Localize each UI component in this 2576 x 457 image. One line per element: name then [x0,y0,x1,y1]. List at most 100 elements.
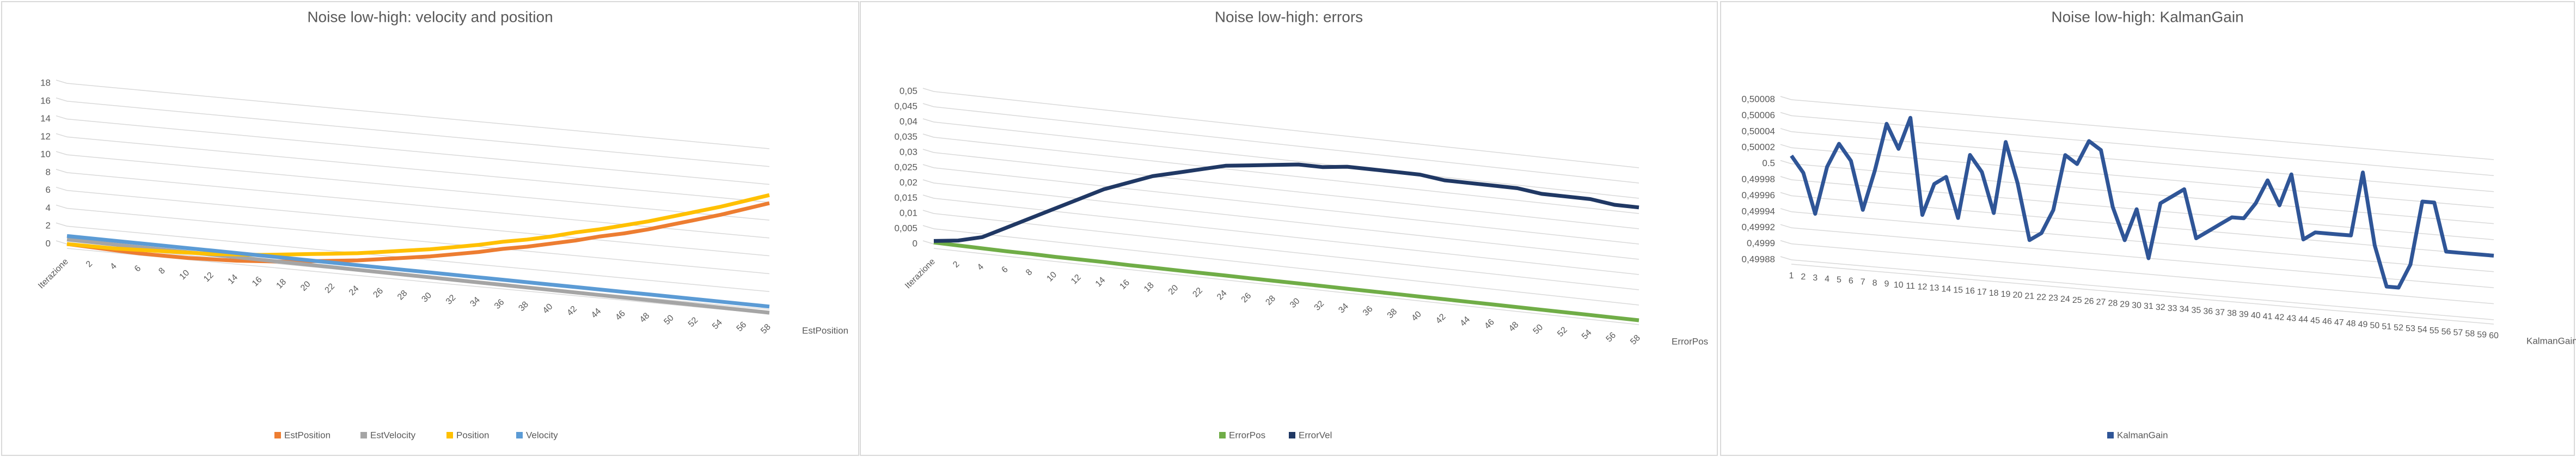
y-tick-label: 0.5 [1762,158,1775,168]
series-line [933,162,1639,243]
grid-line [66,118,770,185]
grid-line [922,210,934,214]
grid-line [56,204,68,209]
x-tick-label: 24 [2060,295,2070,304]
grid-line [66,208,770,275]
grid-line [922,118,934,123]
y-tick-label: 0,49988 [1742,254,1775,264]
x-tick-label: 41 [2263,312,2273,321]
x-tick-label: 39 [2239,310,2249,319]
x-tick-label: 21 [2024,292,2034,301]
x-tick-label: 7 [1861,277,1865,287]
grid-line [922,88,934,92]
grid-line [1780,128,1792,132]
grid-line [933,106,1639,184]
grid-line [1791,99,2494,160]
x-tick-label: 18 [1989,289,1999,298]
legend-label: KalmanGain [2117,430,2168,440]
series-line [66,201,770,264]
grid-line [1780,144,1792,148]
legend-swatch [1219,432,1226,438]
y-tick-label: 0,025 [894,162,917,172]
grid-line [922,225,934,229]
grid-line [1791,227,2494,288]
grid-line [1780,112,1792,117]
y-tick-label: 16 [40,95,51,106]
x-tick-label: 58 [2465,329,2475,338]
x-tick-label: 47 [2334,318,2344,327]
y-tick-label: 14 [40,113,51,124]
grid-line [56,186,68,191]
x-tick-label: 32 [2156,303,2165,312]
grid-line [922,133,934,138]
y-tick-label: 0,49996 [1742,190,1775,200]
grid-line [56,80,68,84]
y-tick-label: 0,4999 [1747,238,1775,248]
x-tick-label: 12 [1918,283,1928,292]
y-tick-label: 8 [46,167,51,177]
grid-line [1791,179,2494,240]
panel-border [860,1,1718,456]
y-tick-label: 12 [40,131,51,142]
grid-line [1791,259,2494,320]
x-tick-label: 6 [1849,277,1853,286]
grid-line [66,83,770,149]
x-tick-label: 53 [2406,324,2415,333]
grid-line [56,98,68,102]
panel-border [1720,1,2575,456]
y-tick-label: 6 [46,185,51,195]
x-tick-label: 1 [1789,271,1794,281]
grid-line [66,154,770,221]
x-tick-label: 48 [2346,319,2356,328]
x-tick-label: 52 [2394,323,2403,332]
x-tick-label: 26 [2084,297,2094,306]
x-tick-label: 37 [2215,308,2225,317]
x-tick-label: 2 [1801,272,1806,282]
grid-line [1780,256,1792,260]
x-tick-label: 36 [2203,307,2213,316]
grid-line [1780,224,1792,228]
x-tick-label: 51 [2382,322,2391,331]
series-line [66,193,770,257]
legend-swatch [1289,432,1295,438]
chart-panel: Noise low-high: velocity and position 0 2 4… [1,1,859,456]
legend-swatch [516,432,523,438]
legend-swatch [360,432,367,438]
y-tick-label: 0,005 [894,223,917,233]
grid-line [1780,176,1792,180]
grid-line [1780,160,1792,164]
legend-label: ErrorPos [1229,430,1265,440]
legend-swatch [446,432,453,438]
x-tick-label: 50 [2370,321,2379,331]
grid-line [1791,147,2494,208]
grid-line [933,213,1639,290]
series-line [66,234,770,309]
y-tick-label: 10 [40,149,51,160]
depth-axis-label: EstPosition [802,325,848,336]
series-line [1790,115,2494,290]
x-tick-label: 43 [2286,314,2296,324]
y-tick-label: 0,50008 [1742,94,1775,104]
y-tick-label: 0,045 [894,101,917,111]
grid-line [56,169,68,173]
x-tick-label: 10 [1894,281,1904,290]
legend-swatch [274,432,281,438]
grid-line [933,182,1639,260]
x-axis [1791,264,2494,325]
x-tick-label: 34 [2180,305,2189,314]
x-tick-label: 38 [2227,309,2237,318]
x-tick-label: 44 [2298,315,2308,324]
chart-title: Noise low-high: errors [1215,8,1363,25]
x-tick-label: 46 [2322,317,2332,326]
x-tick-label: 4 [1825,275,1829,284]
x-tick-label: 54 [2418,325,2427,334]
grid-line [922,149,934,153]
grid-line [933,167,1639,245]
x-tick-label: 17 [1977,288,1987,297]
y-tick-label: 0,02 [900,177,917,187]
grid-line [922,194,934,199]
x-tick-label: 16 [1965,287,1975,296]
grid-line [56,151,68,155]
chart-title: Noise low-high: KalmanGain [2051,8,2243,25]
